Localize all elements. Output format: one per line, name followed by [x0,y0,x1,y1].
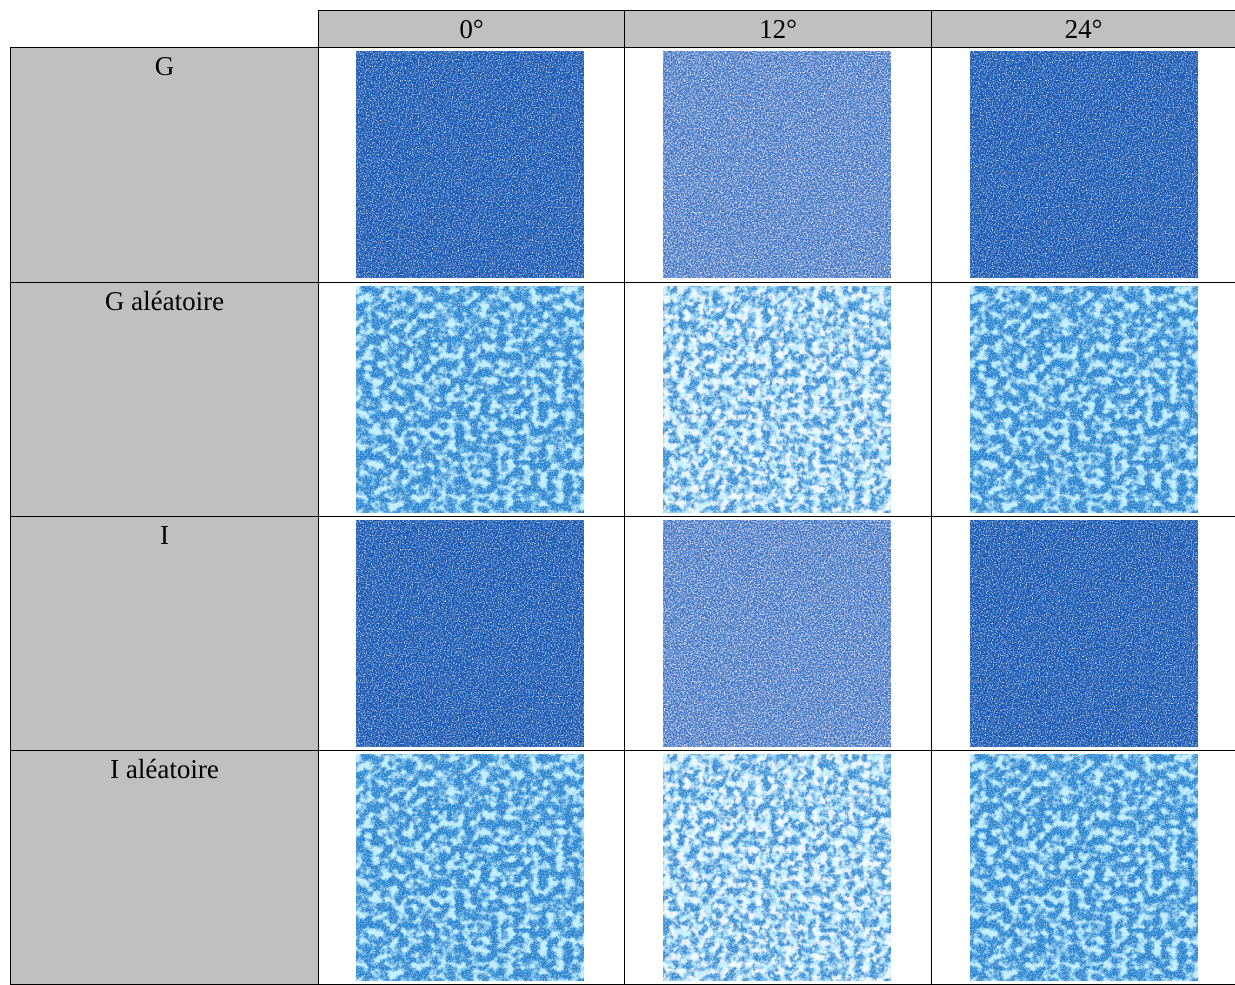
row-label-cell: G [10,47,319,283]
texture-image [356,286,584,513]
texture-image [663,286,891,513]
texture-image [970,754,1198,981]
texture-image [356,754,584,981]
texture-image [356,520,584,747]
row-label-cell: I aléatoire [10,750,319,985]
texture-image [970,520,1198,747]
texture-image [663,754,891,981]
texture-image [970,286,1198,513]
header-cell: 0° [318,10,625,48]
texture-image [663,520,891,747]
header-cell: 12° [624,10,932,48]
corner-cell [10,10,319,48]
texture-image [356,51,584,278]
texture-image [970,51,1198,278]
row-label-cell: I [10,516,319,751]
row-label-cell: G aléatoire [10,282,319,517]
texture-image [663,51,891,278]
header-cell: 24° [931,10,1235,48]
